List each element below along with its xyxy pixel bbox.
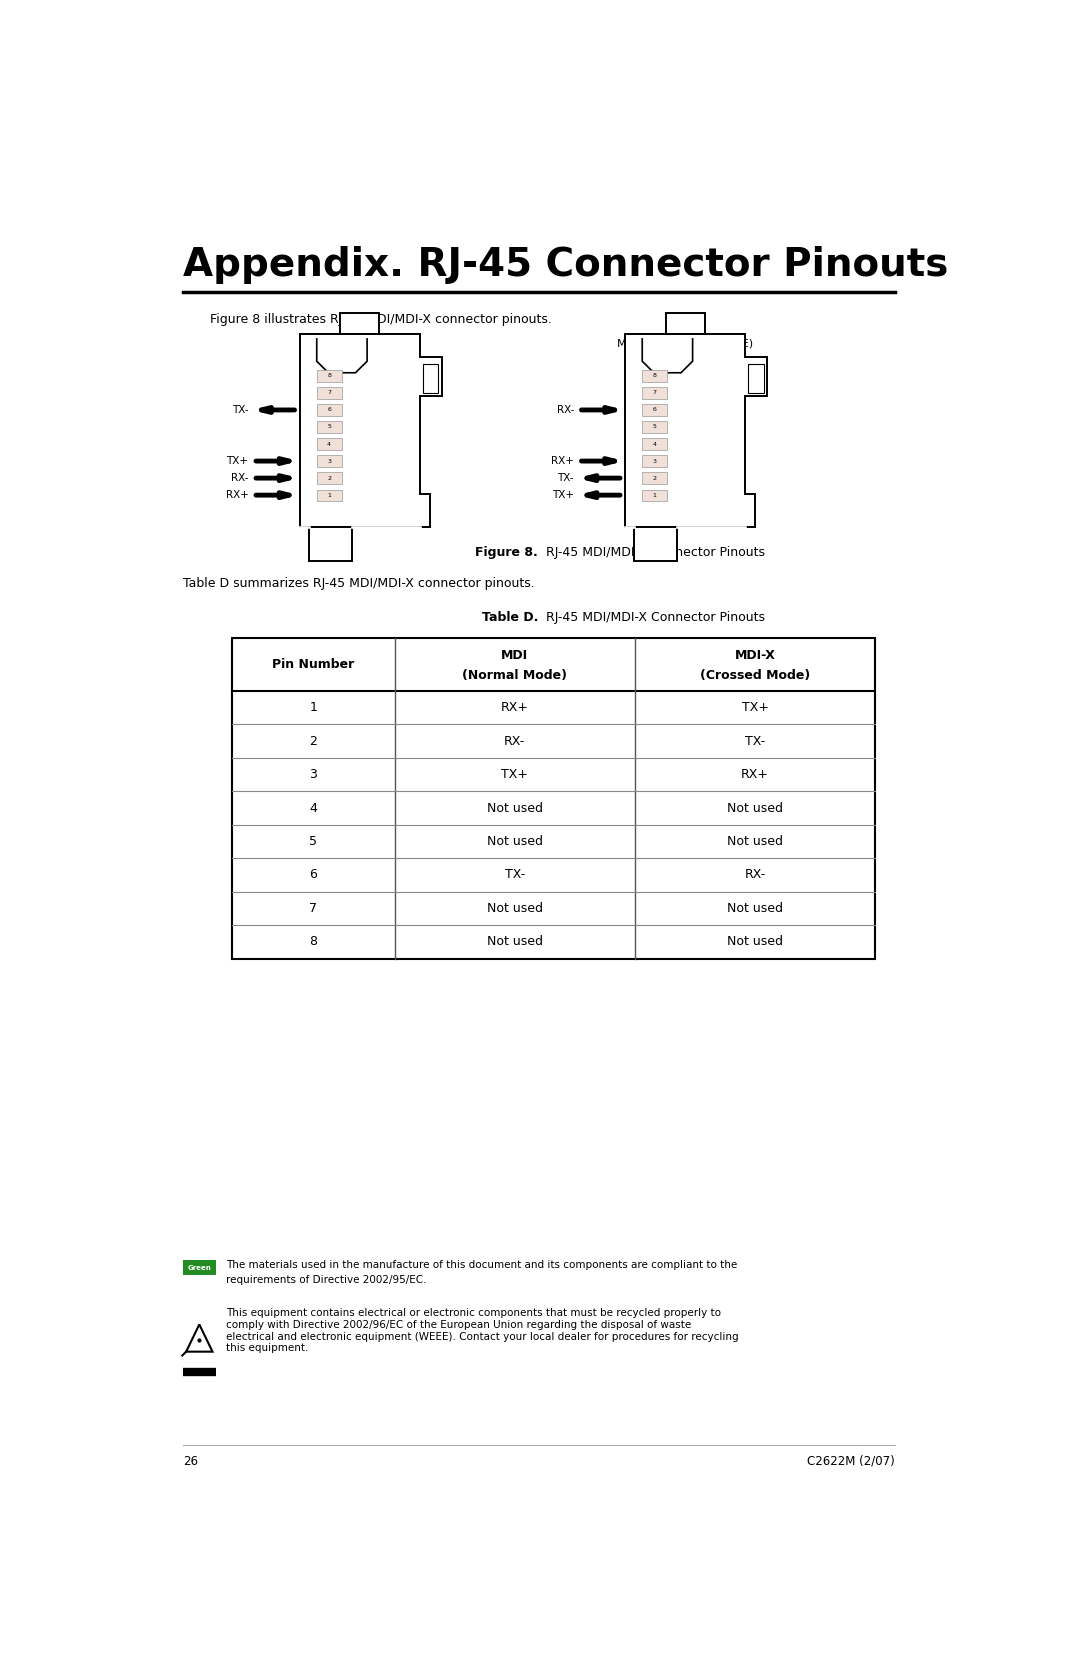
Bar <box>423 364 438 392</box>
Text: 4: 4 <box>309 801 318 814</box>
Text: TX+: TX+ <box>552 491 575 501</box>
Text: RJ-45 MDI/MDI-X Connector Pinouts: RJ-45 MDI/MDI-X Connector Pinouts <box>538 546 765 559</box>
Text: (Crossed Mode): (Crossed Mode) <box>700 669 810 681</box>
Bar <box>316 472 341 484</box>
Text: RX+: RX+ <box>741 768 769 781</box>
Text: Pin Number: Pin Number <box>272 658 354 671</box>
Bar <box>643 439 667 449</box>
Text: TX+: TX+ <box>742 701 769 714</box>
Text: MDI-X (CROSSED MODE): MDI-X (CROSSED MODE) <box>617 339 754 349</box>
Text: RJ-45 MDI/MDI-X Connector Pinouts: RJ-45 MDI/MDI-X Connector Pinouts <box>538 611 765 624</box>
Text: 2: 2 <box>309 734 318 748</box>
Bar <box>183 1260 216 1275</box>
Text: RX+: RX+ <box>551 456 575 466</box>
Bar <box>748 364 764 392</box>
Text: 5: 5 <box>309 834 318 848</box>
Text: C2622M (2/07): C2622M (2/07) <box>807 1455 894 1467</box>
Text: TX-: TX- <box>232 406 248 416</box>
Text: 7: 7 <box>327 391 332 396</box>
Bar <box>643 387 667 399</box>
Text: requirements of Directive 2002/95/EC.: requirements of Directive 2002/95/EC. <box>226 1275 427 1285</box>
Text: TX+: TX+ <box>501 768 528 781</box>
Text: This equipment contains electrical or electronic components that must be recycle: This equipment contains electrical or el… <box>226 1308 739 1354</box>
Polygon shape <box>625 334 767 527</box>
Bar <box>634 527 677 561</box>
Bar <box>316 404 341 416</box>
Text: RX-: RX- <box>504 734 525 748</box>
Text: TX-: TX- <box>557 472 575 482</box>
Text: Not used: Not used <box>487 834 543 848</box>
Text: MDI: MDI <box>501 649 528 661</box>
Bar <box>666 312 704 334</box>
Text: RX+: RX+ <box>226 491 248 501</box>
Text: 5: 5 <box>327 424 332 429</box>
Text: RX-: RX- <box>231 472 248 482</box>
Text: Table D.: Table D. <box>482 611 538 624</box>
Bar <box>340 312 379 334</box>
Text: 3: 3 <box>309 768 318 781</box>
Bar <box>643 371 667 382</box>
Text: 1: 1 <box>309 701 318 714</box>
Text: MDI (NORMAL MODE): MDI (NORMAL MODE) <box>300 339 419 349</box>
Text: 5: 5 <box>652 424 657 429</box>
Bar <box>316 387 341 399</box>
Text: Not used: Not used <box>487 901 543 915</box>
Text: Figure 8 illustrates RJ-45 MDI/MDI-X connector pinouts.: Figure 8 illustrates RJ-45 MDI/MDI-X con… <box>211 314 552 327</box>
Text: Not used: Not used <box>727 834 783 848</box>
Text: MDI-X: MDI-X <box>734 649 775 661</box>
Bar <box>309 527 352 561</box>
Text: 6: 6 <box>309 868 318 881</box>
Bar <box>316 456 341 467</box>
Text: 3: 3 <box>327 459 332 464</box>
Bar <box>232 639 875 958</box>
Text: Green: Green <box>188 1265 212 1270</box>
Bar <box>643 456 667 467</box>
Text: 7: 7 <box>652 391 657 396</box>
Text: Figure 8.: Figure 8. <box>475 546 538 559</box>
Bar <box>316 489 341 501</box>
Text: The materials used in the manufacture of this document and its components are co: The materials used in the manufacture of… <box>226 1260 737 1270</box>
Text: 4: 4 <box>327 442 332 447</box>
Text: 6: 6 <box>652 407 657 412</box>
Text: 26: 26 <box>183 1455 198 1467</box>
Text: RX-: RX- <box>556 406 575 416</box>
Bar <box>316 439 341 449</box>
Text: TX-: TX- <box>745 734 765 748</box>
Text: TX-: TX- <box>504 868 525 881</box>
Text: 4: 4 <box>652 442 657 447</box>
Text: Table D summarizes RJ-45 MDI/MDI-X connector pinouts.: Table D summarizes RJ-45 MDI/MDI-X conne… <box>183 577 535 589</box>
Text: 1: 1 <box>652 492 657 497</box>
Text: Not used: Not used <box>727 801 783 814</box>
Text: Not used: Not used <box>727 936 783 948</box>
Bar <box>643 404 667 416</box>
Text: 7: 7 <box>309 901 318 915</box>
Text: Appendix. RJ-45 Connector Pinouts: Appendix. RJ-45 Connector Pinouts <box>183 245 948 284</box>
Bar <box>316 371 341 382</box>
Text: Not used: Not used <box>487 936 543 948</box>
Bar <box>643 489 667 501</box>
Bar <box>643 421 667 432</box>
Text: 2: 2 <box>327 476 332 481</box>
Text: RX-: RX- <box>744 868 766 881</box>
Bar <box>643 472 667 484</box>
Polygon shape <box>299 334 442 527</box>
Text: 1: 1 <box>327 492 332 497</box>
Bar <box>316 421 341 432</box>
Text: RX+: RX+ <box>501 701 529 714</box>
Text: TX+: TX+ <box>227 456 248 466</box>
Text: 8: 8 <box>327 374 332 379</box>
Text: Not used: Not used <box>487 801 543 814</box>
Text: 3: 3 <box>652 459 657 464</box>
Text: Not used: Not used <box>727 901 783 915</box>
Text: 6: 6 <box>327 407 332 412</box>
Text: 2: 2 <box>652 476 657 481</box>
Text: (Normal Mode): (Normal Mode) <box>462 669 567 681</box>
Text: 8: 8 <box>652 374 657 379</box>
Text: 8: 8 <box>309 936 318 948</box>
